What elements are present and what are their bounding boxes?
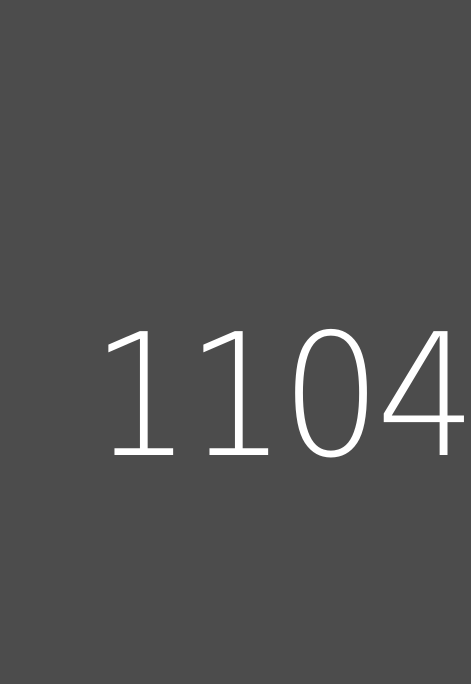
- display-number: 1104: [91, 298, 471, 496]
